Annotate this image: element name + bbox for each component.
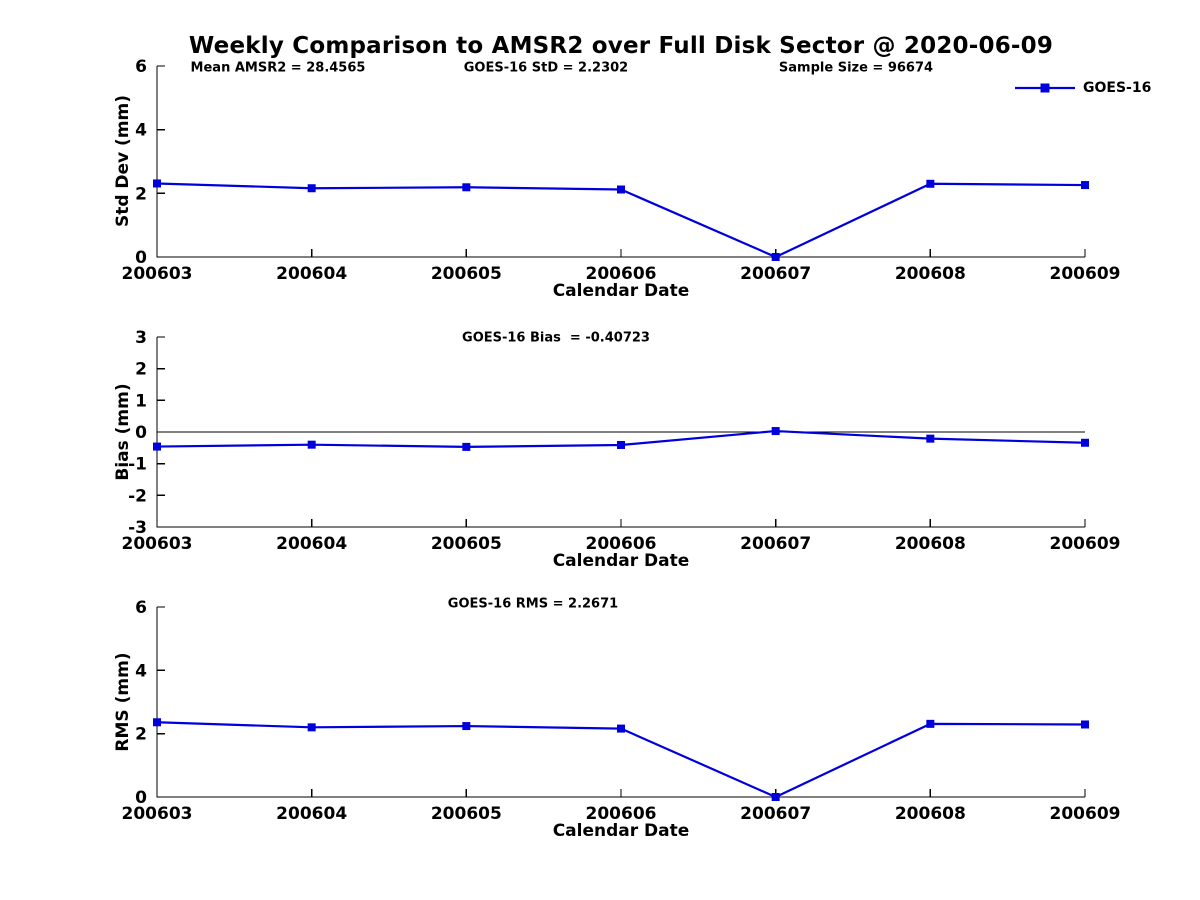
y-tick-label: 2: [135, 360, 147, 380]
annotation-goes16-bias: GOES-16 Bias = -0.40723: [462, 330, 650, 346]
annotation-goes16-rms: GOES-16 RMS = 2.2671: [447, 596, 619, 612]
y-tick-label: 4: [135, 661, 147, 681]
x-tick-label: 200605: [431, 264, 502, 284]
data-point-marker: [771, 793, 780, 801]
x-tick-label: 200607: [740, 534, 811, 554]
y-tick-label: 2: [135, 725, 147, 745]
x-tick-label: 200607: [740, 264, 811, 284]
bias-x-axis: 200603 200604 200605 200606 200607 200608 2006…: [122, 519, 1121, 554]
x-tick-label: 200606: [586, 264, 657, 284]
figure-title: Weekly Comparison to AMSR2 over Full Dis…: [188, 33, 1054, 59]
annotation-mean-amsr2: Mean AMSR2 = 28.4565: [190, 60, 366, 76]
y-tick-label: 4: [135, 121, 147, 141]
legend-label: GOES-16: [1083, 80, 1152, 96]
data-point-marker: [307, 184, 316, 193]
data-line: [156, 182, 1086, 259]
x-tick-label: 200603: [122, 264, 193, 284]
x-tick-label: 200608: [895, 534, 966, 554]
x-tick-label: 200604: [276, 534, 347, 554]
rms-x-axis-label: Calendar Date: [552, 821, 690, 841]
y-tick-label: 6: [135, 57, 147, 77]
legend: GOES-16: [1014, 80, 1151, 96]
stddev-y-axis-label: Std Dev (mm): [113, 94, 133, 228]
x-tick-label: 200603: [122, 534, 193, 554]
y-tick-label: 0: [135, 248, 147, 268]
bias-subplot: -3 -2 -1 0 1 2 3 200603 200604 200605 200606 200607…: [122, 328, 1121, 554]
data-point-marker: [462, 183, 471, 192]
axes-spines: [156, 607, 1085, 798]
y-tick-label: 1: [135, 391, 147, 411]
x-tick-label: 200609: [1050, 264, 1121, 284]
data-point-marker: [1081, 181, 1089, 190]
y-tick-label: -3: [128, 518, 147, 538]
data-point-marker: [1081, 438, 1089, 447]
data-point-marker: [307, 440, 316, 449]
x-tick-label: 200605: [431, 534, 502, 554]
x-tick-label: 200603: [122, 804, 193, 824]
bias-y-axis: -3 -2 -1 0 1 2 3: [128, 328, 165, 538]
data-point-marker: [153, 179, 161, 188]
y-tick-label: -1: [128, 455, 147, 475]
x-tick-label: 200606: [586, 534, 657, 554]
data-point-marker: [307, 723, 316, 732]
rms-subplot: 0 2 4 6 200603 200604 200605 200606 200607 200608…: [122, 598, 1121, 824]
data-point-marker: [771, 253, 780, 261]
data-point-marker: [926, 179, 935, 188]
y-tick-label: 6: [135, 598, 147, 618]
data-point-marker: [1081, 720, 1089, 729]
data-point-marker: [462, 442, 471, 451]
data-point-marker: [926, 719, 935, 728]
x-tick-label: 200604: [276, 264, 347, 284]
x-tick-label: 200609: [1050, 804, 1121, 824]
y-tick-label: 2: [135, 184, 147, 204]
x-tick-label: 200605: [431, 804, 502, 824]
x-tick-label: 200609: [1050, 534, 1121, 554]
data-point-marker: [617, 440, 625, 449]
data-point-marker: [462, 722, 471, 731]
legend-goes16-swatch: [1015, 83, 1075, 93]
data-point-marker: [617, 724, 625, 733]
x-tick-label: 200608: [895, 264, 966, 284]
x-tick-label: 200608: [895, 804, 966, 824]
x-tick-label: 200607: [740, 804, 811, 824]
data-point-marker: [153, 718, 161, 727]
bias-y-axis-label: Bias (mm): [113, 383, 133, 481]
stddev-subplot: 0 2 4 6 200603 200604 200605 200606 200607 200608…: [122, 57, 1121, 284]
y-tick-label: 3: [135, 328, 147, 348]
rms-x-axis: 200603 200604 200605 200606 200607 200608 2006…: [122, 789, 1121, 824]
y-tick-label: -2: [128, 486, 147, 506]
x-tick-label: 200604: [276, 804, 347, 824]
data-point-marker: [926, 434, 935, 443]
data-line: [156, 721, 1086, 799]
annotation-goes16-std: GOES-16 StD = 2.2302: [463, 60, 629, 76]
axes-spines: [156, 66, 1085, 258]
rms-y-axis-label: RMS (mm): [113, 652, 133, 752]
stddev-x-axis-label: Calendar Date: [552, 281, 690, 301]
data-point-marker: [617, 185, 625, 194]
y-tick-label: 0: [135, 788, 147, 808]
y-tick-label: 0: [135, 423, 147, 443]
x-tick-label: 200606: [586, 804, 657, 824]
stddev-x-axis: 200603 200604 200605 200606 200607 200608 2006…: [122, 249, 1121, 284]
stddev-y-axis: 0 2 4 6: [135, 57, 165, 268]
bias-x-axis-label: Calendar Date: [552, 551, 690, 571]
data-point-marker: [153, 442, 161, 451]
rms-y-axis: 0 2 4 6: [135, 598, 165, 808]
legend-marker-sample: [1040, 83, 1050, 93]
data-point-marker: [771, 427, 780, 436]
annotation-sample-size: Sample Size = 96674: [778, 60, 934, 76]
